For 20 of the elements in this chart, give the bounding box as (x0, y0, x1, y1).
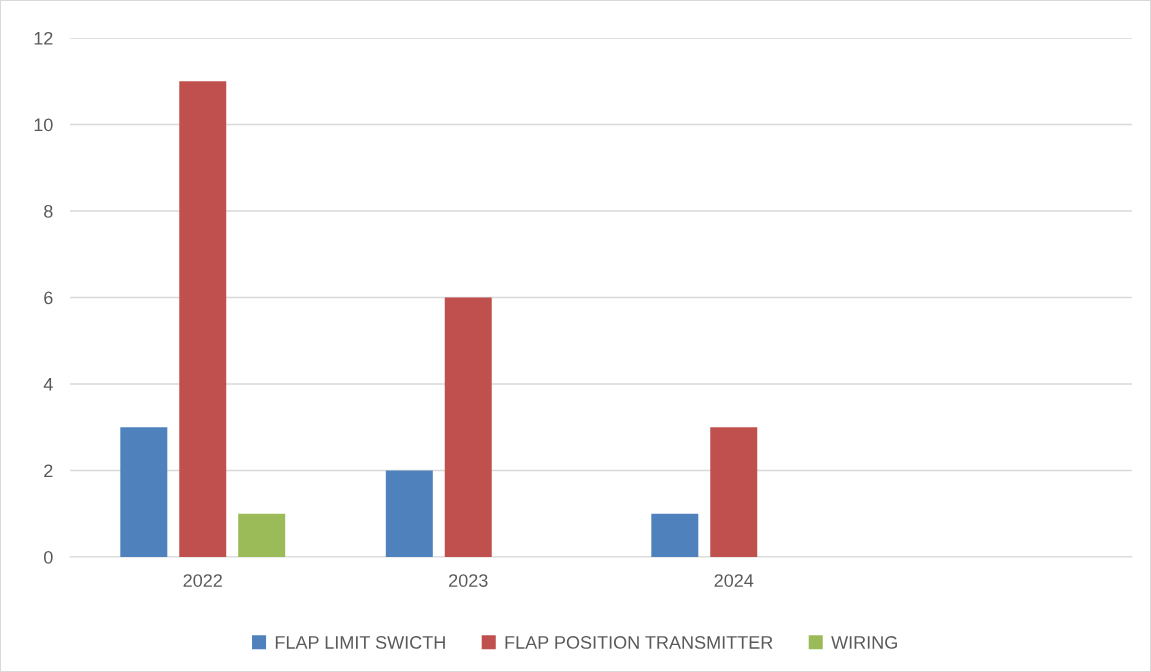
x-tick-label: 2024 (714, 574, 754, 587)
bar (444, 297, 492, 557)
bar (238, 513, 286, 557)
bar (120, 427, 168, 557)
bar (710, 427, 758, 557)
y-tick-label: 8 (44, 204, 53, 218)
bar (179, 81, 227, 557)
y-tick-label: 6 (44, 291, 53, 305)
y-tick-label: 10 (34, 118, 53, 132)
y-tick-label: 0 (44, 550, 53, 564)
x-tick-label: 2023 (449, 574, 488, 587)
legend-label: FLAP LIMIT SWICTH (275, 636, 445, 649)
x-tick-label: 2022 (183, 574, 222, 587)
bar (385, 470, 433, 557)
bar (651, 513, 699, 557)
legend-label: FLAP POSITION TRANSMITTER (505, 636, 773, 649)
y-tick-label: 12 (34, 31, 53, 45)
y-tick-label: 4 (43, 378, 53, 391)
y-tick-label: 2 (44, 464, 53, 478)
legend-label: WIRING (831, 636, 897, 649)
